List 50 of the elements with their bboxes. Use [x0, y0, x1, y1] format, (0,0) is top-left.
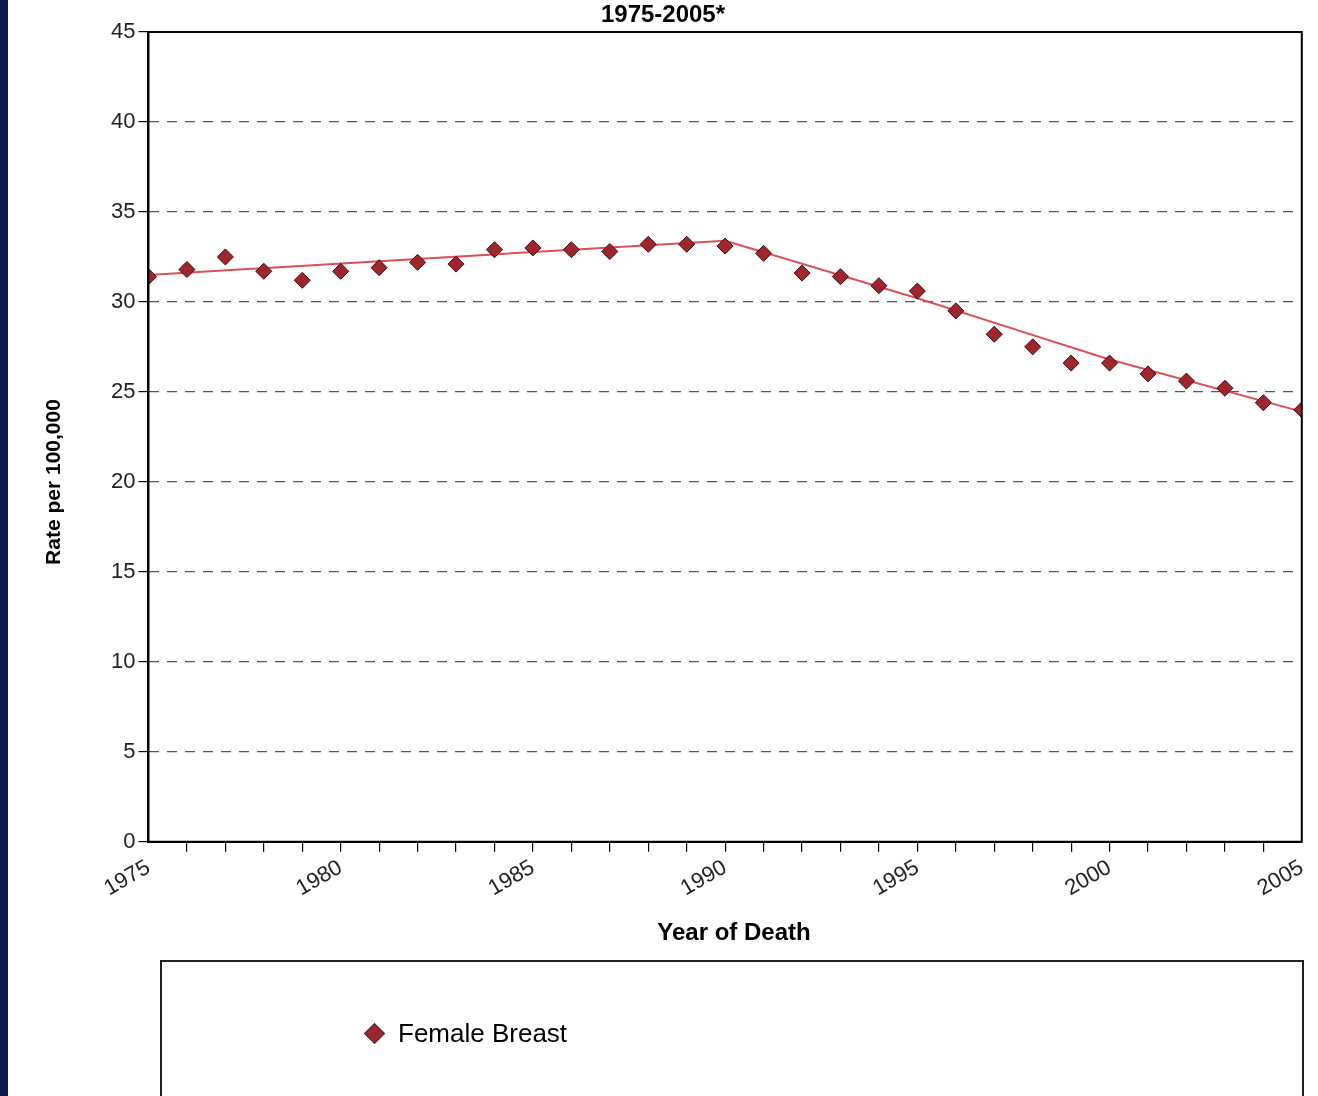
point	[716, 237, 734, 255]
point	[562, 241, 580, 259]
y-axis-title: Rate per 100,000	[41, 398, 65, 567]
point	[678, 235, 696, 253]
point	[409, 253, 427, 271]
x-tick-label: 1995	[868, 854, 923, 901]
x-axis-title: Year of Death	[656, 918, 812, 946]
point	[985, 325, 1003, 343]
point	[293, 271, 311, 289]
y-tick-label: 20	[110, 467, 136, 493]
y-tick-label: 10	[110, 647, 136, 673]
point	[1254, 394, 1272, 412]
point	[755, 244, 773, 262]
legend-label: Female Breast	[398, 1018, 568, 1049]
x-tick-label: 1990	[675, 854, 731, 901]
point	[1024, 338, 1042, 356]
point	[255, 262, 273, 280]
point	[1216, 379, 1234, 397]
chart-title: 1975-2005*	[600, 0, 726, 27]
point	[1139, 365, 1157, 383]
y-tick-label: 25	[110, 377, 136, 403]
point	[1177, 372, 1195, 390]
point	[601, 243, 619, 261]
point	[524, 239, 542, 257]
point	[1062, 354, 1080, 372]
y-tick-label: 5	[123, 737, 136, 763]
point	[332, 262, 350, 280]
x-tick-label: 2005	[1252, 854, 1308, 901]
point	[831, 268, 849, 286]
y-tick-label: 0	[123, 827, 136, 853]
point	[908, 282, 926, 300]
point	[216, 248, 234, 266]
x-tick-label: 2000	[1060, 854, 1116, 901]
point	[178, 261, 196, 278]
point	[1101, 354, 1119, 372]
point	[370, 259, 388, 277]
point	[639, 235, 657, 253]
x-tick-label: 1980	[291, 854, 347, 901]
point	[447, 255, 465, 273]
x-tick-label: 1975	[99, 854, 154, 901]
y-tick-label: 40	[110, 108, 136, 134]
y-tick-label: 45	[110, 18, 136, 44]
point	[485, 241, 503, 259]
y-tick-label: 35	[110, 197, 136, 223]
y-tick-label: 30	[110, 287, 136, 313]
point	[793, 264, 811, 282]
x-tick-label: 1985	[483, 854, 539, 901]
point	[947, 302, 965, 320]
y-tick-label: 15	[110, 557, 136, 583]
point	[870, 277, 888, 295]
